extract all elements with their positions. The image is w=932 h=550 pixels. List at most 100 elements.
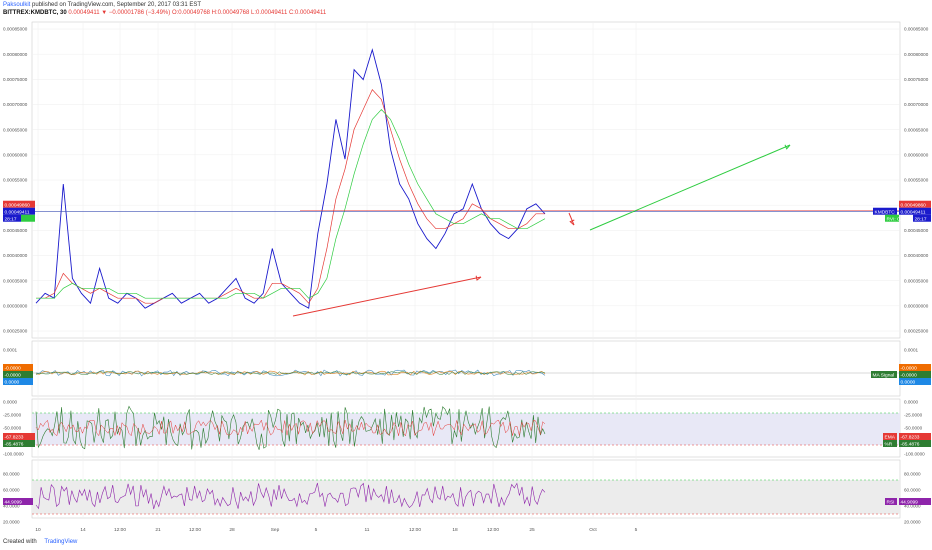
tradingview-logo[interactable]: TradingView	[44, 539, 78, 545]
rsi-line	[35, 482, 546, 510]
rsi-band	[32, 480, 900, 514]
tag-left-ema: 0.00049860	[5, 202, 31, 208]
wpr-band	[32, 413, 900, 445]
y-tick-right: 0.00035000	[904, 278, 929, 283]
y-tick-right: 0.00030000	[904, 304, 929, 309]
y-tick-left: 0.00075000	[3, 77, 28, 82]
trend-arrow-green-head	[784, 144, 791, 150]
tag-right-ema-bg	[899, 200, 931, 208]
macd-y-tick-right: 0.0001	[904, 348, 918, 353]
macd-y-tick-left: 0.0001	[3, 348, 17, 353]
tag-right-rvi-bg	[885, 214, 899, 222]
tag-left-ema-bg	[3, 200, 35, 208]
y-tick-left: 0.00025000	[3, 329, 28, 334]
macd-tag-left-b-bg	[3, 371, 33, 378]
macd-tag-right-a: -0.0000	[901, 366, 918, 372]
y-tick-right: 0.00075000	[904, 77, 929, 82]
series-line-0	[35, 48, 546, 309]
macd-tag-right-b: -0.0000	[901, 373, 918, 379]
wpr-tag-right-ema-bg	[899, 433, 931, 440]
macd-tag-right-c: 0.0000	[901, 380, 916, 386]
x-tick-11: 12:00	[487, 527, 499, 533]
macd-tag-left-c-bg	[3, 378, 33, 385]
macd-tag-right-b-bg	[899, 371, 931, 378]
wpr-tag-left-ema-bg	[3, 433, 35, 440]
trend-arrow-green	[589, 144, 791, 231]
trend-arrow-small-head	[569, 219, 575, 226]
pane-frame-1	[31, 340, 901, 397]
tag-left-green-bg	[21, 214, 35, 222]
series-line-2	[36, 108, 546, 299]
rsi-y-tick-right: 80.0000	[904, 472, 921, 477]
trading-chart[interactable]: 0.00085000 0.00085000 0.00080000 0.00080000…	[0, 18, 932, 538]
wpr-tag-right-ema: -67.8233	[901, 435, 920, 441]
rsi-y-tick-right: 60.0000	[904, 488, 921, 493]
x-tick-6: Sep	[271, 527, 280, 533]
y-tick-right: 0.00065000	[904, 127, 929, 132]
y-tick-right: 0.00025000	[904, 329, 929, 334]
symbol-label: BITTREX:KMDBTC, 30	[3, 10, 67, 16]
wpr-tag-ema-name: EMA	[885, 435, 896, 441]
wpr-y-tick-right: -100.0000	[904, 452, 925, 457]
y-tick-right: 0.00055000	[904, 178, 929, 183]
tag-left-last: 0.00049411	[5, 209, 30, 215]
y-tick-left: 0.00045000	[3, 228, 28, 233]
x-tick-10: 18	[452, 527, 458, 533]
y-tick-right: 0.00080000	[904, 52, 929, 57]
y-tick-left: 0.00030000	[3, 304, 28, 309]
tag-right-time: 28:17	[915, 216, 927, 222]
trend-arrow-red	[292, 276, 482, 317]
rsi-tag-right-bg	[899, 498, 931, 505]
tag-right-time-bg	[913, 214, 931, 222]
wpr-y-tick-left: -25.0000	[3, 413, 22, 418]
wpr-y-tick-right: -25.0000	[904, 413, 923, 418]
wpr-tag-ema-name-bg	[883, 433, 897, 440]
x-tick-13: Oct	[589, 527, 597, 533]
tag-right-symbol-bg	[873, 207, 897, 215]
y-tick-left: 0.00055000	[3, 178, 28, 183]
tag-left-time-bg	[3, 214, 21, 222]
x-tick-5: 28	[229, 527, 235, 533]
wpr-y-tick-left: 0.0000	[3, 400, 17, 405]
tag-right-rvi: RVI: 0.00	[887, 216, 907, 222]
wpr-y-tick-right: -50.0000	[904, 426, 923, 431]
wpr-tag-right-r: -85.4876	[901, 442, 920, 448]
tag-right-symbol: KMDBTC	[875, 209, 896, 215]
wpr-tag-right-r-bg	[899, 440, 931, 447]
rsi-tag-name: RSI	[887, 500, 895, 506]
x-tick-2: 12:00	[114, 527, 126, 533]
rsi-y-tick-right: 40.0000	[904, 504, 921, 509]
x-tick-3: 21	[155, 527, 161, 533]
x-tick-12: 25	[529, 527, 535, 533]
wpr-tag-r-name: %R	[885, 442, 893, 448]
macd-tag-signal-bg	[871, 371, 897, 378]
created-with-label: Created with	[3, 539, 37, 545]
rsi-y-tick-left: 40.0000	[3, 504, 20, 509]
y-tick-left: 0.00065000	[3, 127, 28, 132]
tag-left-time: 28:17	[5, 216, 17, 222]
wpr-y-tick-left: -100.0000	[3, 452, 24, 457]
rsi-tag-left: 44.9099	[5, 500, 23, 506]
y-tick-left: 0.00080000	[3, 52, 28, 57]
footer: Created with TradingView	[3, 539, 77, 545]
x-tick-4: 12:00	[189, 527, 201, 533]
x-tick-1: 14	[80, 527, 86, 533]
trend-arrow-red-head	[475, 275, 482, 281]
wpr-ema-line	[35, 419, 546, 437]
author-name[interactable]: Paksoulkit	[3, 2, 31, 8]
rsi-y-tick-left: 80.0000	[3, 472, 20, 477]
y-tick-left: 0.00040000	[3, 253, 28, 258]
rsi-tag-name-bg	[885, 498, 897, 505]
tag-right-ema: 0.00049860	[901, 202, 927, 208]
macd-histogram	[35, 371, 546, 375]
wpr-tag-left-r-bg	[3, 440, 35, 447]
tag-right-last: 0.00049411	[901, 209, 926, 215]
y-tick-left: 0.00070000	[3, 102, 28, 107]
trend-arrow-small	[568, 212, 575, 226]
y-tick-right: 0.00085000	[904, 27, 929, 32]
last-price: 0.00049411	[68, 10, 100, 16]
x-tick-0: 10	[35, 527, 41, 533]
y-tick-left: 0.00035000	[3, 278, 28, 283]
chart-header: Paksoulkit published on TradingView.com,…	[3, 1, 923, 17]
ohlc-values: O:0.00049768 H:0.00049768 L:0.00049411 C…	[171, 10, 327, 16]
